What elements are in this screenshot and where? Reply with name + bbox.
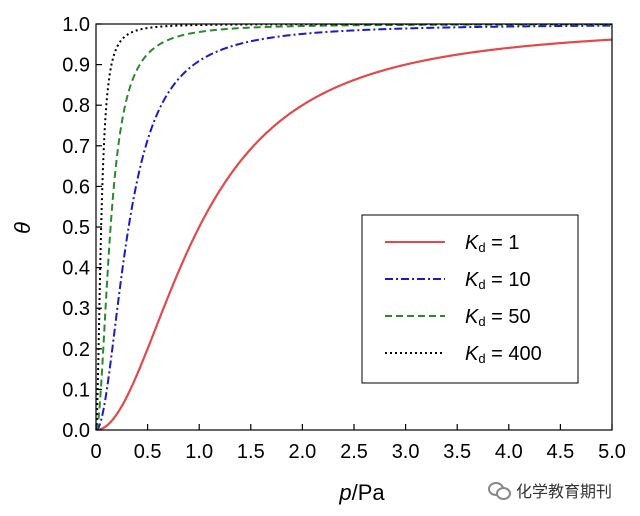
x-tick-label: 0 [90,441,101,463]
y-tick-label: 0.9 [62,55,90,77]
y-tick-label: 0.4 [62,258,90,280]
x-tick-label: 3.5 [443,441,471,463]
legend-label-2: Kd = 50 [465,306,531,329]
y-tick-label: 0.0 [62,420,90,442]
x-tick-label: 4.0 [495,441,523,463]
legend: Kd = 1 Kd = 10 Kd = 50 Kd = 400 [361,214,579,384]
series-line-0 [96,38,612,430]
x-tick-label: 2.5 [340,441,368,463]
x-axis-label-unit: /Pa [352,480,386,505]
axis-ticks: 0 0.5 1.0 1.5 2.0 2.5 3.0 3.5 4.0 4.5 5.0 0.0 0.1 0.2… [62,14,626,463]
x-tick-label: 0.5 [134,441,162,463]
series-line-2 [96,24,612,430]
x-tick-label: 5.0 [598,441,626,463]
watermark: 化学教育期刊 [488,478,612,502]
legend-label-0: Kd = 1 [465,232,520,255]
y-tick-label: 0.7 [62,136,90,158]
legend-label-3: Kd = 400 [465,343,542,366]
y-tick-label: 0.3 [62,298,90,320]
y-axis-label: θ [10,222,35,234]
y-tick-label: 0.1 [62,379,90,401]
y-tick-label: 0.2 [62,339,90,361]
y-tick-label: 1.0 [62,14,90,36]
legend-label-1: Kd = 10 [465,269,531,292]
watermark-text: 化学教育期刊 [516,482,613,501]
x-axis-label-var: p [338,480,351,505]
wechat-icon [488,481,511,500]
x-tick-label: 4.5 [546,441,574,463]
x-tick-label: 3.0 [392,441,420,463]
x-axis-label: p/Pa [338,480,385,505]
y-tick-label: 0.6 [62,176,90,198]
y-tick-label: 0.8 [62,95,90,117]
y-tick-label: 0.5 [62,217,90,239]
x-tick-label: 1.5 [237,441,265,463]
x-tick-label: 1.0 [185,441,213,463]
x-tick-label: 2.0 [288,441,316,463]
series-line-1 [96,24,612,430]
